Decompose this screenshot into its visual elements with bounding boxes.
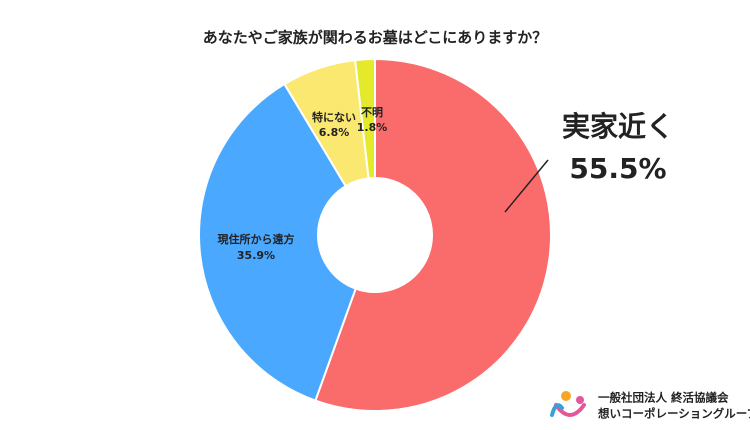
- slice-label: 現住所から遠方: [218, 232, 295, 246]
- logo: 一般社団法人 終活協議会 想いコーポレーショングループ: [550, 391, 750, 421]
- pie-slice: [198, 82, 357, 402]
- logo-mark: [550, 403, 564, 417]
- slice-label: 実家近く: [562, 110, 674, 143]
- logo-dot: [561, 391, 571, 401]
- leader-line: [504, 159, 549, 213]
- logo-smile: [554, 403, 586, 417]
- value-label: 55.5%: [569, 152, 666, 185]
- logo-text: 一般社団法人 終活協議会: [598, 391, 729, 405]
- slice-label: 不明: [361, 106, 383, 119]
- chart-title: あなたやご家族が関わるお墓はどこにありますか？: [203, 29, 548, 47]
- pie-slice: [354, 57, 376, 180]
- slice-label: 特にない: [312, 110, 356, 124]
- value-label: 35.9%: [237, 249, 275, 262]
- logo-dot: [576, 396, 584, 404]
- value-label: 6.8%: [319, 126, 350, 139]
- pie-slice: [314, 57, 552, 412]
- logo-text: 想いコーポレーショングループ: [597, 407, 750, 421]
- value-label: 1.8%: [357, 121, 388, 134]
